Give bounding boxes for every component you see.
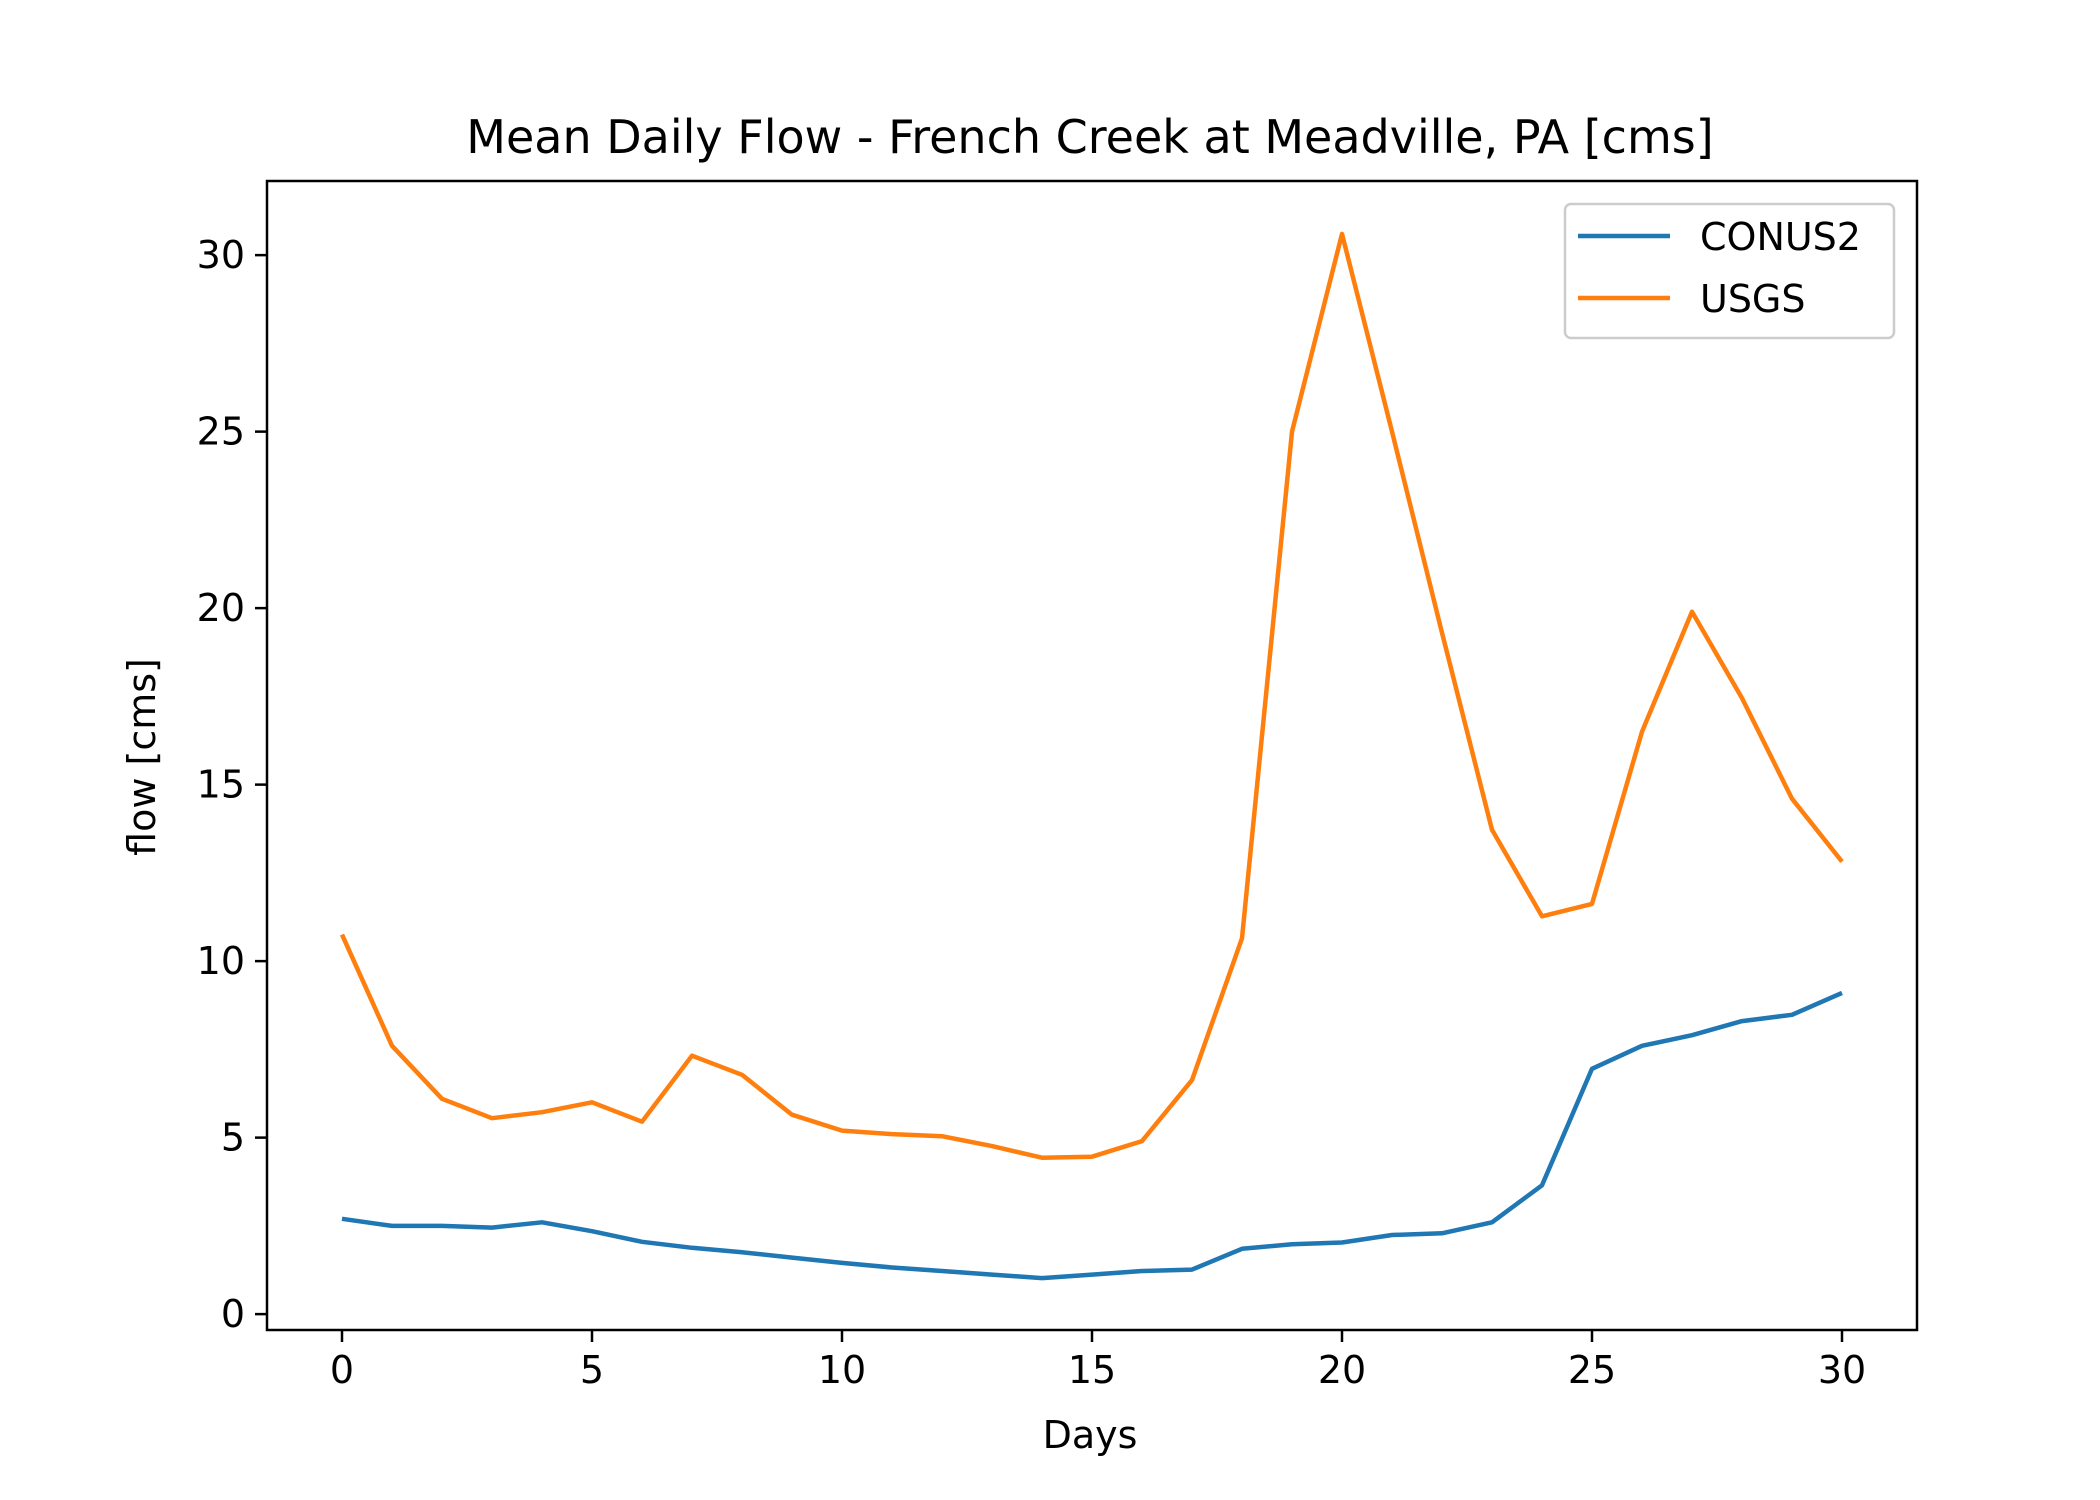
x-tick-label: 0 [330,1348,354,1392]
y-tick-label: 10 [197,939,245,983]
y-tick-label: 25 [197,410,245,454]
y-tick-label: 20 [197,586,245,630]
x-axis-label: Days [1043,1413,1138,1457]
plot-area-frame [265,179,1919,1332]
legend: CONUS2 USGS [1563,202,1896,340]
x-tick-label: 25 [1568,1348,1616,1392]
series-line-conus2 [341,990,1843,1281]
x-tick-label: 15 [1068,1348,1116,1392]
y-tick-label: 5 [221,1116,245,1160]
y-tick-label: 15 [197,763,245,807]
series-layer [339,231,1844,1281]
legend-label-usgs: USGS [1700,277,1806,321]
series-line-usgs [339,231,1844,1160]
y-axis-ticks: 0 5 10 15 20 25 30 [197,233,267,1336]
y-tick-label: 0 [221,1292,245,1336]
x-tick-label: 10 [818,1348,866,1392]
x-tick-label: 5 [580,1348,604,1392]
y-tick-label: 30 [197,233,245,277]
x-tick-label: 20 [1318,1348,1366,1392]
chart-title: Mean Daily Flow - French Creek at Meadvi… [466,110,1713,164]
x-tick-label: 30 [1818,1348,1866,1392]
y-axis-label: flow [cms] [120,658,164,856]
x-axis-ticks: 0 5 10 15 20 25 30 [330,1330,1866,1392]
legend-label-conus2: CONUS2 [1700,215,1861,259]
